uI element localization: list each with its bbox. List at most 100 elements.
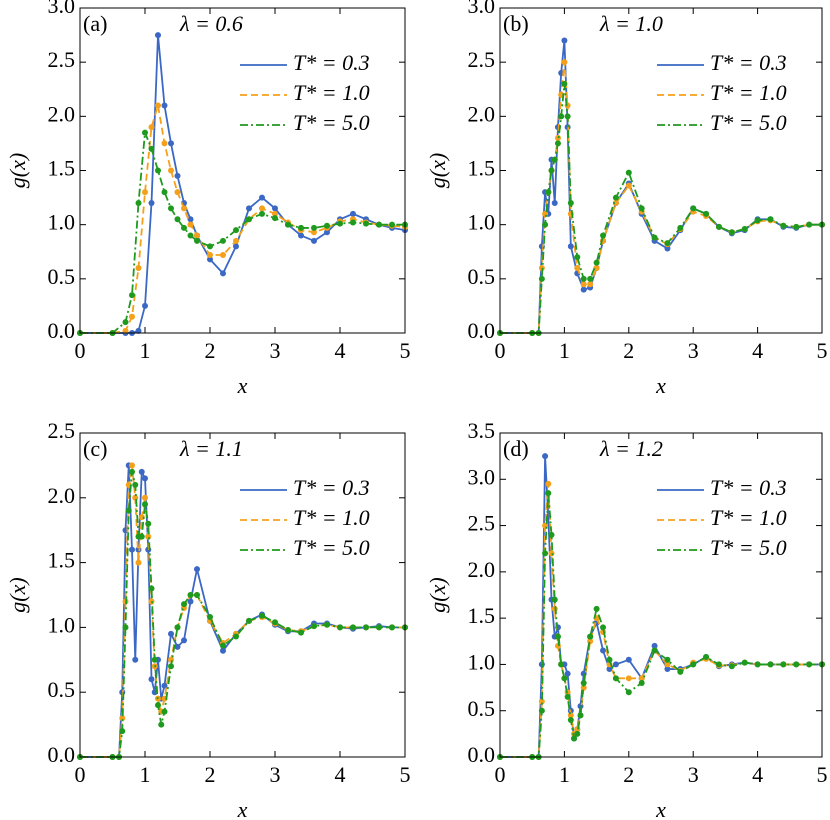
data-point: [806, 221, 813, 228]
data-point: [580, 684, 587, 691]
data-point: [138, 468, 145, 475]
data-point: [612, 200, 619, 206]
data-point: [181, 205, 187, 212]
data-point: [272, 210, 278, 217]
data-point: [311, 224, 317, 231]
data-point: [148, 676, 155, 683]
data-point: [564, 670, 571, 677]
x-tick-label: 4: [335, 338, 346, 363]
data-point: [272, 619, 278, 626]
data-point: [561, 59, 568, 66]
x-axis-label: x: [237, 373, 248, 398]
data-point: [564, 693, 571, 700]
legend-label: T* = 5.0: [710, 535, 787, 560]
y-tick-label: 0.0: [468, 742, 496, 767]
y-tick-label: 3.0: [468, 464, 496, 489]
legend-label: T* = 0.3: [710, 50, 787, 75]
data-point: [142, 501, 148, 508]
data-point: [580, 275, 587, 282]
data-point: [311, 237, 317, 244]
data-point: [612, 194, 619, 201]
data-point: [574, 265, 581, 271]
data-point: [272, 205, 278, 212]
y-tick-label: 2.0: [468, 101, 496, 126]
data-point: [285, 221, 291, 228]
data-point: [155, 102, 161, 109]
data-point: [651, 234, 658, 241]
data-point: [567, 716, 574, 723]
series-line: [500, 493, 822, 758]
data-point: [311, 623, 317, 630]
y-tick-label: 1.5: [468, 156, 496, 181]
x-axis-label: x: [237, 797, 248, 820]
x-tick-label: 2: [623, 338, 634, 363]
data-point: [129, 468, 135, 475]
data-point: [246, 216, 252, 223]
data-point: [545, 490, 552, 497]
x-tick-label: 1: [140, 762, 151, 787]
data-point: [233, 227, 239, 234]
data-point: [311, 229, 317, 236]
data-point: [793, 661, 800, 668]
data-point: [337, 220, 343, 227]
legend-label: T* = 0.3: [710, 475, 787, 500]
data-point: [145, 520, 152, 527]
data-point: [132, 656, 139, 663]
data-point: [207, 256, 213, 263]
data-point: [780, 661, 787, 668]
data-point: [122, 319, 129, 326]
data-point: [122, 624, 129, 631]
data-point: [554, 135, 561, 141]
y-tick-label: 0.0: [48, 742, 76, 767]
y-tick-label: 1.0: [468, 210, 496, 235]
x-axis-label: x: [655, 373, 666, 398]
data-point: [600, 624, 607, 631]
data-point: [207, 614, 213, 621]
data-point: [233, 243, 239, 250]
data-point: [324, 222, 330, 229]
data-point: [571, 735, 578, 742]
data-point: [129, 292, 135, 299]
plot-frame: [79, 7, 406, 334]
data-point: [350, 624, 356, 631]
series-line: [80, 132, 405, 334]
panel-annotation: λ = 0.6: [179, 11, 243, 36]
data-point: [161, 102, 168, 109]
x-tick-label: 1: [559, 338, 570, 363]
data-point: [793, 223, 800, 230]
x-tick-label: 5: [817, 762, 828, 787]
data-point: [593, 259, 600, 266]
data-point: [561, 80, 568, 87]
data-point: [142, 494, 148, 501]
data-point: [174, 172, 181, 179]
data-point: [580, 286, 587, 293]
data-point: [551, 156, 558, 163]
data-point: [625, 675, 632, 682]
panel-label: (a): [83, 11, 107, 36]
data-point: [125, 507, 132, 514]
data-point: [564, 113, 571, 120]
data-point: [554, 140, 561, 147]
data-point: [574, 730, 581, 737]
data-point: [741, 226, 748, 232]
data-point: [580, 281, 587, 288]
data-point: [664, 245, 671, 252]
data-point: [168, 630, 174, 637]
data-point: [337, 624, 343, 631]
data-point: [135, 559, 142, 566]
data-point: [554, 633, 561, 640]
x-tick-label: 1: [559, 762, 570, 787]
plot-frame: [499, 7, 823, 334]
data-point: [129, 546, 135, 553]
data-point: [651, 647, 658, 654]
x-tick-label: 4: [752, 762, 763, 787]
data-point: [138, 533, 145, 540]
series-line: [80, 105, 406, 334]
data-point: [135, 265, 142, 271]
data-point: [625, 689, 632, 696]
data-point: [259, 612, 265, 619]
x-tick-label: 0: [495, 762, 506, 787]
data-point: [168, 663, 174, 670]
data-point: [155, 167, 161, 174]
